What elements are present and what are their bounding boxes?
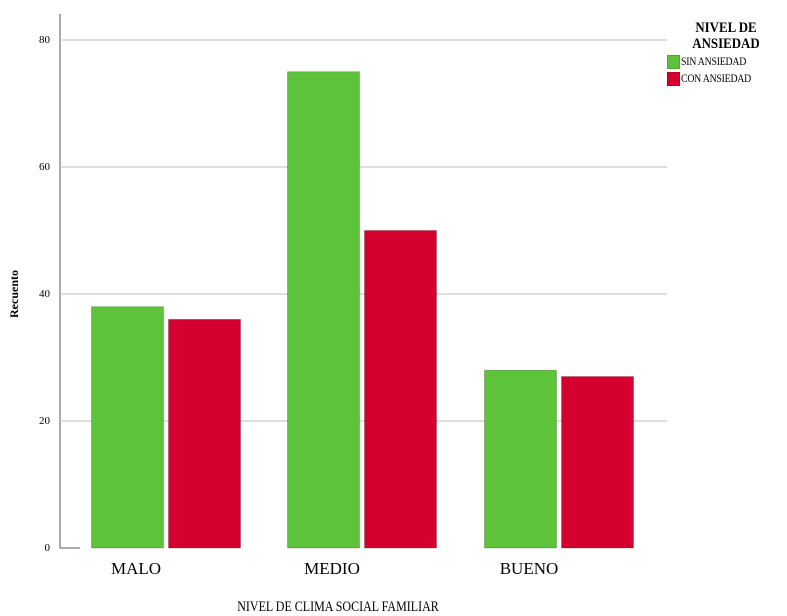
bar-sin-ansiedad-medio bbox=[287, 71, 360, 549]
legend-swatch-con-ansiedad bbox=[667, 71, 680, 86]
x-axis-title: NIVEL DE CLIMA SOCIAL FAMILIAR bbox=[237, 598, 439, 615]
bar-con-ansiedad-bueno bbox=[561, 376, 634, 549]
legend-item-sin-ansiedad: SIN ANSIEDAD bbox=[667, 54, 785, 69]
bar-sin-ansiedad-bueno bbox=[484, 369, 557, 549]
bar-sin-ansiedad-malo bbox=[91, 306, 164, 549]
y-tick-label: 20 bbox=[39, 415, 51, 427]
y-tick-label: 80 bbox=[39, 34, 51, 46]
legend-title: NIVEL DE ANSIEDAD bbox=[692, 20, 760, 52]
x-category-label: MALO bbox=[111, 559, 161, 578]
bar-con-ansiedad-medio bbox=[364, 230, 437, 549]
y-tick-label: 60 bbox=[39, 161, 51, 173]
y-tick-label: 40 bbox=[39, 288, 51, 300]
y-axis-title: Recuento bbox=[7, 270, 21, 318]
y-tick-label: 0 bbox=[45, 542, 51, 554]
x-category-label: BUENO bbox=[500, 559, 559, 578]
legend-label-sin-ansiedad: SIN ANSIEDAD bbox=[681, 54, 747, 68]
legend: NIVEL DE ANSIEDAD SIN ANSIEDAD CON ANSIE… bbox=[667, 20, 785, 86]
legend-label-con-ansiedad: CON ANSIEDAD bbox=[681, 71, 752, 85]
bar-con-ansiedad-malo bbox=[168, 318, 241, 549]
legend-swatch-sin-ansiedad bbox=[667, 54, 680, 69]
legend-item-con-ansiedad: CON ANSIEDAD bbox=[667, 71, 785, 86]
x-category-label: MEDIO bbox=[304, 559, 360, 578]
